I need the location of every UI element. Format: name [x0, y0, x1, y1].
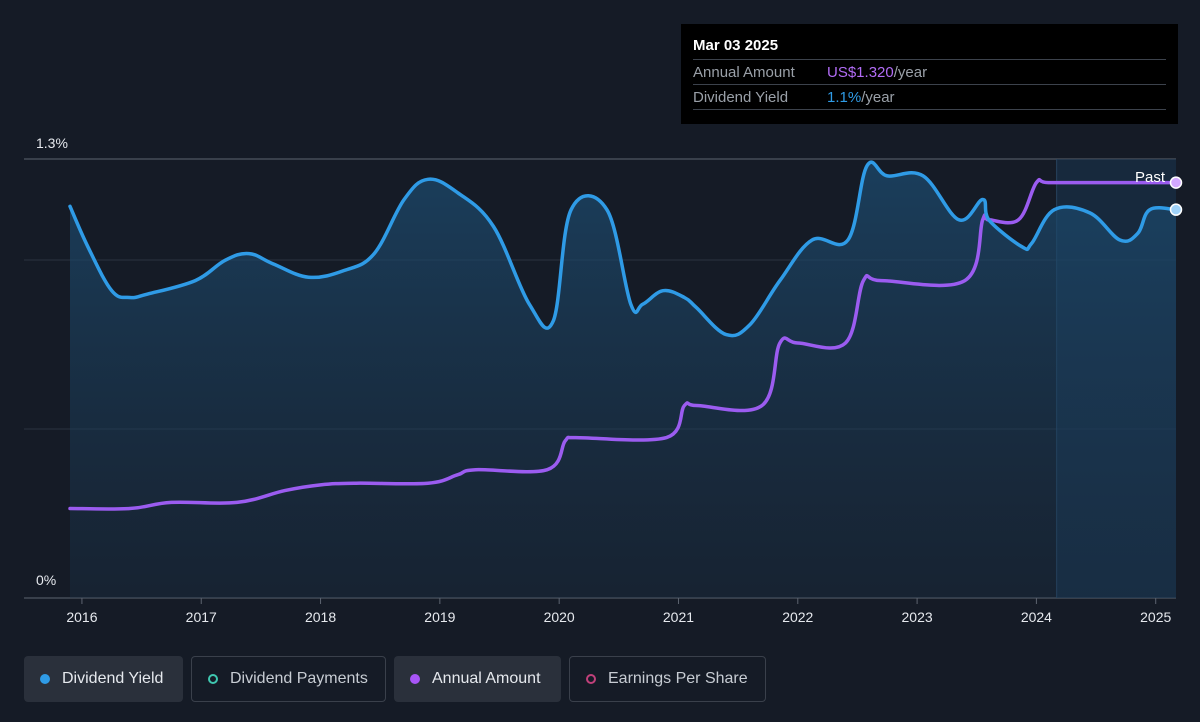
legend-dot-icon [40, 674, 50, 684]
x-tick-label: 2022 [782, 609, 813, 625]
past-label: Past [1135, 169, 1166, 186]
dividend-yield-end-marker[interactable] [1169, 203, 1183, 216]
y-axis-max-label: 1.3% [36, 135, 68, 151]
tooltip-panel: Mar 03 2025 Annual Amount US$1.320 /year… [681, 24, 1178, 124]
legend-label: Dividend Payments [230, 670, 368, 687]
legend-dot-icon [410, 674, 420, 684]
legend-dividend-yield[interactable]: Dividend Yield [24, 656, 183, 702]
legend-label: Dividend Yield [62, 670, 164, 687]
x-tick-label: 2024 [1021, 609, 1052, 625]
legend-label: Earnings Per Share [608, 670, 748, 687]
legend-dividend-payments[interactable]: Dividend Payments [191, 656, 386, 702]
legend-annual-amount[interactable]: Annual Amount [394, 656, 561, 702]
x-tick-label: 2019 [424, 609, 455, 625]
dividend-chart: 2016 2017 2018 2019 2020 2021 2022 2023 2024 2025… [24, 135, 1183, 625]
tooltip-value: US$1.320 [827, 63, 894, 81]
legend-dot-icon [208, 674, 218, 684]
tooltip-row-dividend-yield: Dividend Yield 1.1% /year [693, 84, 1166, 110]
tooltip-label: Dividend Yield [693, 88, 789, 106]
legend-dot-icon [586, 674, 596, 684]
legend-label: Annual Amount [432, 670, 541, 687]
x-tick-label: 2016 [66, 609, 97, 625]
x-tick-label: 2023 [902, 609, 933, 625]
x-tick-label: 2020 [544, 609, 575, 625]
x-tick-label: 2025 [1140, 609, 1171, 625]
chart-legend: Dividend Yield Dividend Payments Annual … [24, 656, 766, 702]
x-axis: 2016 2017 2018 2019 2020 2021 2022 2023 2024 2025 [66, 598, 1171, 625]
x-tick-label: 2021 [663, 609, 694, 625]
x-tick-label: 2018 [305, 609, 336, 625]
tooltip-unit: /year [893, 63, 928, 81]
legend-earnings-per-share[interactable]: Earnings Per Share [569, 656, 766, 702]
y-axis-min-label: 0% [36, 572, 56, 588]
tooltip-value: 1.1% [827, 88, 862, 106]
dividend-yield-line[interactable] [68, 160, 1178, 338]
tooltip-label: Annual Amount [693, 63, 795, 81]
tooltip-unit: /year [861, 88, 895, 106]
tooltip-row-annual-amount: Annual Amount US$1.320 /year [693, 59, 1166, 84]
dividend-yield-area [70, 162, 1176, 598]
annual-amount-end-marker[interactable] [1169, 176, 1183, 189]
x-tick-label: 2017 [186, 609, 217, 625]
tooltip-date: Mar 03 2025 [693, 37, 779, 54]
